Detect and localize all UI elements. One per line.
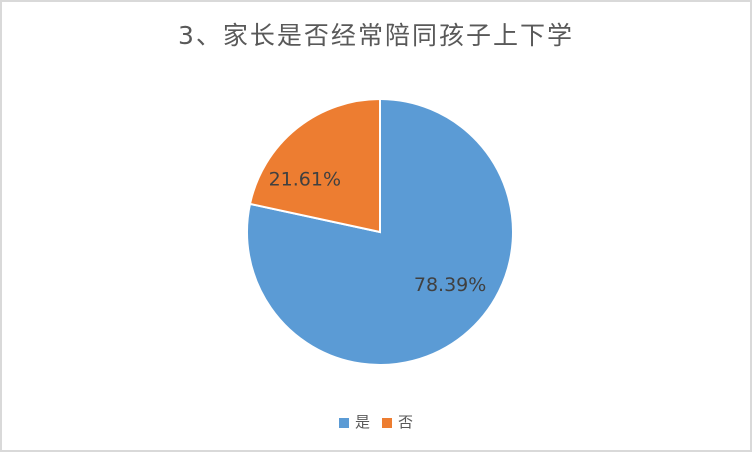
legend-label: 否 xyxy=(398,413,414,431)
legend-item-否[interactable]: 否 xyxy=(382,415,413,430)
data-label-是: 78.39% xyxy=(414,274,486,296)
legend-swatch-icon xyxy=(382,417,392,428)
data-label-否: 21.61% xyxy=(269,168,341,190)
legend-item-是[interactable]: 是 xyxy=(338,413,370,431)
chart-title: 3、家长是否经常陪同孩子上下学 xyxy=(178,21,574,50)
legend-label: 是 xyxy=(354,413,370,431)
legend: 是否 xyxy=(2,415,750,430)
pie-slice-否[interactable] xyxy=(248,97,381,234)
legend-swatch-icon xyxy=(338,417,349,428)
